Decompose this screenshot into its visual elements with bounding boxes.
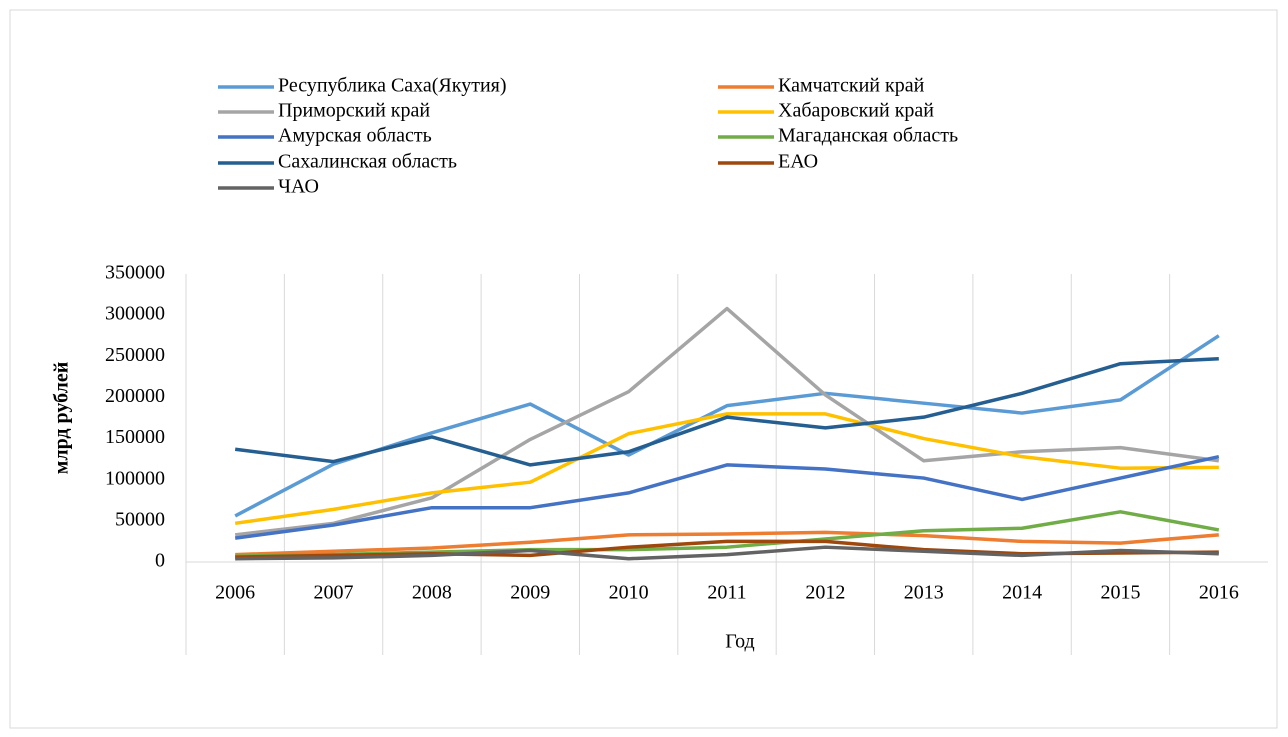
x-tick-label: 2015 [1100,582,1140,604]
legend-label: Амурская область [278,125,432,147]
legend-label: Хабаровский край [778,100,934,122]
legend-label: Сахалинская область [278,151,457,173]
y-tick-label: 200000 [105,385,165,407]
legend-label: Магаданская область [778,125,958,147]
x-tick-label: 2013 [904,582,944,604]
x-tick-label: 2006 [215,582,255,604]
series-line [235,545,1219,561]
series-line [234,357,1219,467]
y-tick-label: 150000 [105,426,165,448]
y-tick-label: 50000 [115,508,165,530]
y-axis-label: млрд рублей [51,362,73,475]
x-tick-label: 2016 [1199,582,1239,604]
x-tick-label: 2008 [412,582,452,604]
y-tick-label: 250000 [105,344,165,366]
series-line [235,530,1219,557]
legend-label: ЕАО [778,151,818,173]
x-tick-label: 2011 [707,582,746,604]
legend-label: Приморский край [278,100,430,122]
x-tick-label: 2009 [510,582,550,604]
chart-frame [9,9,1278,729]
y-tick-label: 100000 [105,467,165,489]
x-tick-label: 2010 [609,582,649,604]
series-line [234,412,1219,526]
legend-label: ЧАО [278,176,319,198]
x-tick-label: 2007 [314,582,354,604]
y-tick-label: 350000 [105,262,165,284]
series-line [234,334,1220,518]
x-axis-label: Год [725,631,754,653]
legend-label: Ресупублика Саха(Якутия) [278,75,507,97]
y-tick-label: 300000 [105,303,165,325]
legend-label: Камчатский край [778,75,925,97]
x-tick-label: 2014 [1002,582,1042,604]
y-tick-label: 0 [155,550,165,572]
series-line [234,306,1220,537]
x-tick-label: 2012 [805,582,845,604]
series-line [234,454,1220,540]
